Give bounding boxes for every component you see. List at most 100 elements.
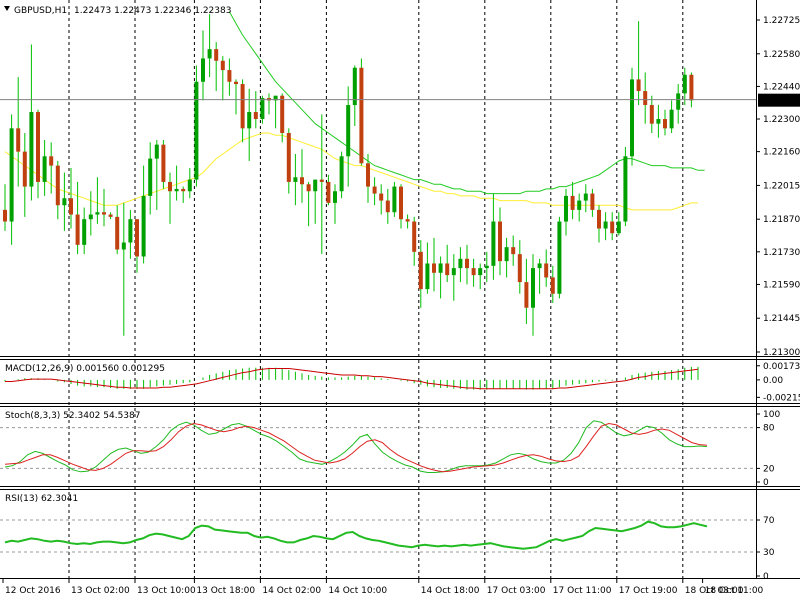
macd-tick-label: -0.002151 [763,393,800,403]
stoch-title: Stoch(8,3,3) 52.3402 54.5387 [5,411,140,421]
price-tick-label: 1.21590 [763,280,800,290]
candle-body [498,221,502,262]
candle [234,79,238,115]
candle-body [135,219,139,257]
price-tick-label: 1.22160 [763,148,800,158]
candle [121,202,126,336]
candle-body [313,179,318,192]
candle-body [154,144,159,159]
candle [649,95,654,133]
time-tick-label: 17 Oct 19:00 [619,586,678,596]
candle [201,30,205,101]
candle-body [62,198,67,206]
time-tick-label: 13 Oct 02:00 [71,586,130,596]
time-tick-label: 17 Oct 03:00 [487,586,546,596]
candle [207,14,212,78]
candle [168,172,172,224]
candle-body [379,193,384,201]
candle-body [42,156,47,182]
candle-body [478,268,483,276]
rsi-title: RSI(13) 62.3041 [5,494,78,504]
macd-title: MACD(12,26,9) 0.001560 0.001295 [5,364,165,374]
price-tick-label: 1.21730 [763,248,800,258]
candle [504,237,509,278]
candle [148,142,153,215]
ohlc-values: 1.22473 1.22473 1.22346 1.22383 [74,6,231,16]
stoch-tick-label: 20 [763,464,775,474]
time-tick-label: 12 Oct 2016 [5,586,61,596]
candle-body [88,214,93,220]
candle [36,109,40,199]
candle [676,84,681,124]
candle [102,188,106,227]
candle-body [273,95,278,101]
candle [95,177,100,224]
candle-body [286,132,291,182]
candle [313,179,318,224]
candle [69,167,73,229]
candle [550,265,555,304]
candle [75,181,80,255]
candle [115,205,120,255]
candle [352,65,357,127]
candle-body [352,67,357,106]
candle [293,153,298,206]
candle [445,244,450,283]
candle-body [181,188,186,192]
candle [616,212,621,236]
candle [62,172,67,231]
candle-body [418,251,423,290]
candle-body [214,49,219,61]
time-tick-label: 13 Oct 10:00 [137,586,196,596]
candle [392,181,397,217]
candle-body [438,263,443,273]
candle [498,207,502,276]
price-tick-label: 1.22580 [763,50,800,60]
candle-body [557,221,562,294]
candle [537,258,542,294]
stoch-axis-ticks: 100 80 20 0 [756,410,780,488]
stoch-tick-label: 0 [763,478,769,488]
macd-axis-ticks: 0.001737 0.00 -0.002151 [756,362,800,403]
candle-body [412,221,417,252]
candle-body [491,221,496,266]
candle-body [663,119,667,129]
candle [418,240,423,308]
stoch-main-line [4,420,708,473]
candle-body [227,70,232,82]
candle [432,237,436,292]
candle [273,95,278,129]
candle-body [306,184,311,192]
candle-body [247,112,252,129]
price-tick-label: 1.22725 [763,16,800,26]
price-tick-label: 1.21870 [763,215,800,225]
candle-body [603,221,608,229]
candle [399,184,403,229]
candle [141,165,146,264]
candle [583,184,588,213]
candle [214,42,219,92]
candle-body [3,209,7,222]
candle-body [49,156,54,166]
candle-body [333,191,337,203]
candle [280,93,285,143]
candle [88,191,93,236]
candle [544,249,549,287]
candle [333,184,337,224]
candle-body [366,163,370,187]
candle-body [392,186,397,213]
candle-body [537,263,542,269]
candle [682,67,687,106]
time-tick-label: 13 Oct 18:00 [196,586,255,596]
candle-body [69,198,73,215]
candle [306,181,311,227]
candle-body [22,151,27,187]
time-tick-label: 14 Oct 10:00 [328,586,387,596]
stoch-tick-label: 80 [763,424,775,434]
candle-body [590,193,595,210]
candle-body [623,156,628,222]
candle [82,207,87,255]
candle [227,58,232,96]
candle-body [293,177,298,182]
candle-body [550,277,555,294]
